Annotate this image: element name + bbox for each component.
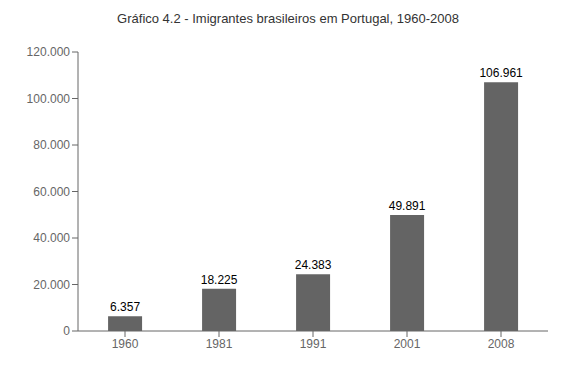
svg-text:49.891: 49.891 xyxy=(389,199,426,213)
svg-text:0: 0 xyxy=(63,324,70,338)
svg-text:106.961: 106.961 xyxy=(479,66,523,80)
svg-text:1960: 1960 xyxy=(112,337,139,351)
svg-text:40.000: 40.000 xyxy=(33,231,70,245)
svg-text:6.357: 6.357 xyxy=(110,300,140,314)
svg-text:1981: 1981 xyxy=(206,337,233,351)
svg-text:24.383: 24.383 xyxy=(295,258,332,272)
html-text:Gráfico 4.2 - Imigrantes brasi: Gráfico 4.2 - Imigrantes brasileiros em … xyxy=(117,11,459,26)
svg-text:18.225: 18.225 xyxy=(201,273,238,287)
svg-text:20.000: 20.000 xyxy=(33,278,70,292)
svg-text:100.000: 100.000 xyxy=(27,92,71,106)
svg-text:120.000: 120.000 xyxy=(27,45,71,59)
svg-text:60.000: 60.000 xyxy=(33,185,70,199)
svg-text:80.000: 80.000 xyxy=(33,138,70,152)
svg-text:2008: 2008 xyxy=(488,337,515,351)
svg-text:1991: 1991 xyxy=(300,337,327,351)
svg-text:2001: 2001 xyxy=(394,337,421,351)
